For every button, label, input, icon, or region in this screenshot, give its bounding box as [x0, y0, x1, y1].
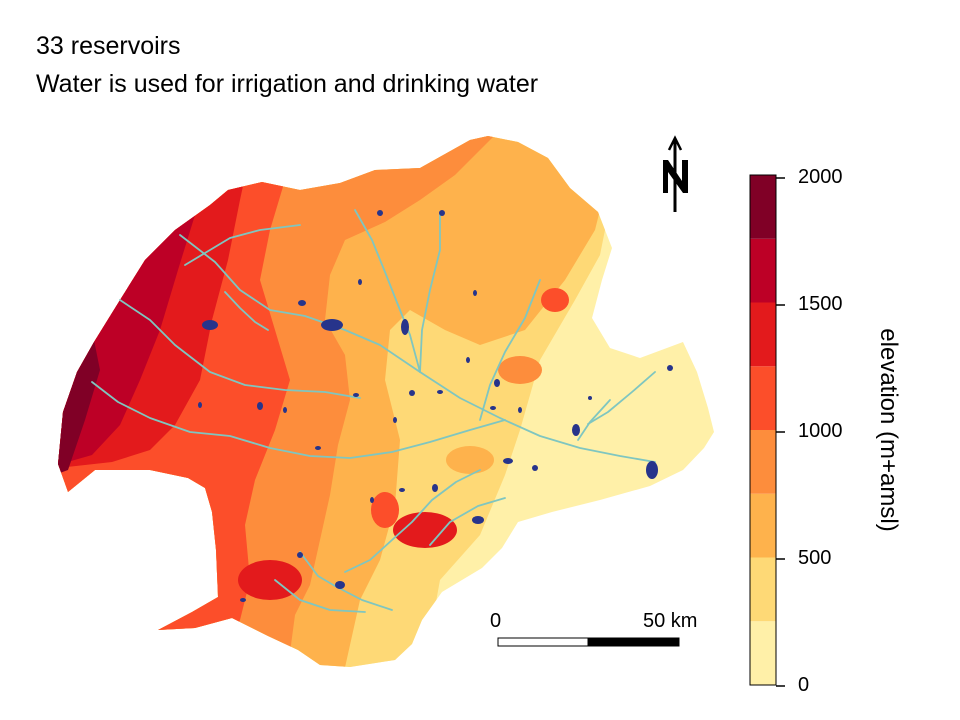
reservoir	[646, 461, 658, 479]
river	[299, 551, 393, 611]
scale-bar	[497, 637, 680, 647]
reservoir	[321, 319, 343, 331]
elevation-patch	[393, 512, 457, 548]
reservoir	[667, 365, 673, 371]
reservoir	[473, 290, 477, 296]
river	[184, 224, 301, 266]
reservoir	[335, 581, 345, 589]
legend-bin	[750, 238, 776, 303]
reservoir	[432, 484, 438, 492]
elevation-patch	[446, 446, 494, 474]
reservoir	[257, 402, 263, 410]
reservoir	[297, 552, 303, 558]
reservoir	[588, 396, 592, 400]
scale-bar-label-end: 50 km	[643, 610, 698, 632]
reservoir	[437, 390, 443, 394]
legend-tick-1500: 1500	[798, 293, 843, 315]
legend-bin	[750, 175, 776, 239]
legend-colorbar	[749, 174, 785, 687]
reservoir	[472, 516, 484, 524]
river	[419, 211, 441, 373]
elevation-patch	[238, 560, 302, 600]
reservoir	[503, 458, 513, 464]
river	[429, 497, 506, 546]
reservoir	[572, 424, 580, 436]
reservoir	[494, 379, 500, 387]
river	[354, 209, 421, 373]
reservoir	[466, 357, 470, 363]
legend-bin	[750, 621, 776, 685]
reservoir	[353, 393, 359, 397]
reservoir	[409, 390, 415, 396]
reservoir	[298, 300, 306, 306]
elevation-patch	[371, 492, 399, 528]
reservoir	[393, 417, 397, 423]
legend-tick-0: 0	[798, 674, 810, 696]
reservoir	[240, 598, 246, 602]
river	[119, 299, 361, 399]
elevation-map	[58, 136, 714, 667]
legend-tick-2000: 2000	[798, 166, 843, 188]
legend-bin	[750, 366, 776, 430]
river-network	[91, 209, 656, 613]
scale-bar-label-start: 0	[490, 610, 502, 632]
river	[587, 371, 656, 425]
reservoir	[439, 210, 445, 216]
river	[224, 291, 269, 331]
river	[274, 579, 366, 613]
legend-tick-500: 500	[798, 547, 832, 569]
reservoir	[283, 407, 287, 413]
reservoir	[315, 446, 321, 450]
legend-bin	[750, 302, 776, 367]
reservoir	[518, 407, 522, 413]
river	[91, 381, 506, 459]
reservoir	[490, 406, 496, 410]
reservoir	[532, 465, 538, 471]
river	[344, 469, 481, 573]
legend-bin	[750, 430, 776, 494]
title-line-1: 33 reservoirs	[36, 32, 181, 60]
reservoir	[377, 210, 383, 216]
reservoir	[370, 497, 374, 503]
reservoir	[358, 279, 362, 285]
legend-bin	[750, 557, 776, 622]
river	[479, 279, 541, 421]
reservoir	[401, 319, 409, 335]
reservoir	[399, 488, 405, 492]
reservoirs	[198, 210, 673, 602]
legend-tick-1000: 1000	[798, 420, 843, 442]
north-arrow-icon	[663, 135, 688, 212]
elevation-patch	[498, 356, 542, 384]
river	[179, 234, 656, 463]
elevation-patch	[541, 288, 569, 312]
title-line-2: Water is used for irrigation and drinkin…	[36, 70, 539, 98]
legend-title: elevation (m+amsl)	[875, 328, 902, 532]
legend-bin	[750, 493, 776, 558]
reservoir	[202, 320, 218, 330]
reservoir	[198, 402, 202, 408]
